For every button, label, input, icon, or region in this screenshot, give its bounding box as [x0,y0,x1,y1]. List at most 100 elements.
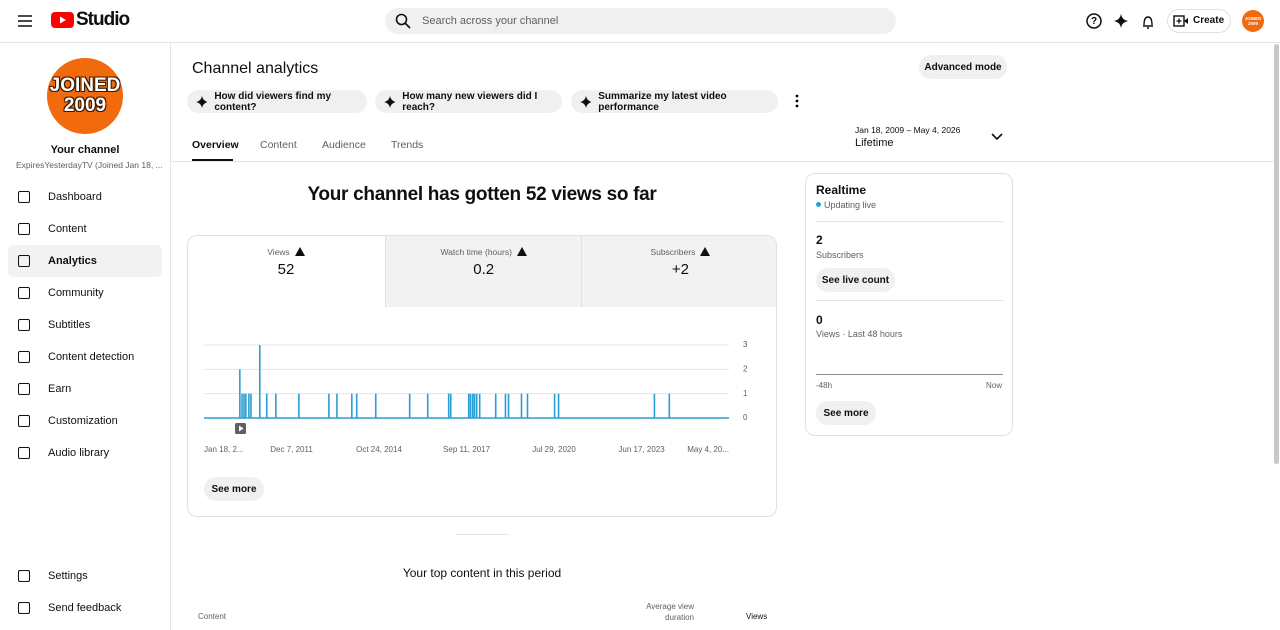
nav-icon [18,447,30,459]
prompt-chip[interactable]: How many new viewers did I reach? [375,90,562,113]
create-button[interactable] [1167,9,1231,33]
realtime-subs-value: 2 [816,233,823,247]
search-icon [395,13,411,29]
nav-icon [18,223,30,235]
warning-icon [294,247,305,256]
nav-item[interactable]: Earn [8,373,162,405]
overview-card: Views 52 Watch time (hours) 0.2 Subscribers +… [187,235,777,517]
nav-label: Analytics [48,255,97,267]
tab[interactable]: Trends [391,139,424,151]
column-header: Average view duration [646,602,694,622]
period-chevron[interactable] [991,133,1003,141]
live-count-button[interactable]: See live count [816,268,895,292]
tab-underline [192,159,233,161]
advanced-mode-button[interactable]: Advanced mode [919,55,1007,79]
tab[interactable]: Audience [322,139,366,151]
logo-icon[interactable] [51,12,75,29]
divider [455,534,509,535]
nav-item[interactable]: Dashboard [8,181,162,213]
metric-label-row: Views [188,247,384,257]
nav-label: Audio library [48,447,110,459]
nav-icon [18,255,30,267]
page-title: Channel analytics [192,60,319,77]
metric-label-row: Watch time (hours) [386,247,582,257]
nav-icon [18,570,30,582]
avatar-line: JOINED [1244,16,1262,21]
scrollbar[interactable] [1274,44,1279,464]
nav-item[interactable]: Analytics [8,245,162,277]
account-avatar[interactable]: JOINED 2009 [1242,10,1264,32]
nav-label: Content detection [48,351,135,363]
tab[interactable]: Overview [192,139,239,151]
metric-tab[interactable]: Views 52 [188,236,384,307]
prompt-label: How many new viewers did I reach? [402,90,538,113]
nav-label: Send feedback [48,602,122,614]
logo-text[interactable]: Studio [76,9,130,30]
divider [171,161,1275,162]
metric-label: Watch time (hours) [440,247,512,257]
create-label[interactable]: Create [1193,15,1225,26]
period[interactable]: Lifetime [855,137,894,149]
nav-item[interactable]: Audio library [8,437,162,469]
realtime-status: Updating live [824,200,877,210]
header [0,0,1280,43]
search-box[interactable] [385,8,896,34]
prompt-chip[interactable]: How did viewers find my content? [187,90,367,113]
tab[interactable]: Content [260,139,297,151]
nav-label: Community [48,287,104,299]
nav-icon [18,415,30,427]
menu-button[interactable] [17,14,33,28]
metric-tab[interactable]: Watch time (hours) 0.2 [384,236,582,307]
realtime-card [805,173,1013,436]
prompt-label: How did viewers find my content? [214,90,332,113]
divider [816,300,1003,301]
nav-icon [18,351,30,363]
realtime-views-value: 0 [816,313,823,327]
channel-name: ExpiresYesterdayTV (Joined Jan 18, ... [16,160,163,170]
warning-icon [700,247,711,256]
nav-icon [18,287,30,299]
nav-item[interactable]: Content detection [8,341,162,373]
realtime-views-label: Views · Last 48 hours [816,329,903,339]
avatar-line: 2009 [63,95,107,116]
sparkle-icon [384,95,396,108]
metric-label: Views [267,247,290,257]
channel-title: Your channel [50,144,120,156]
column-header: Views [746,612,768,621]
nav-icon [18,319,30,331]
nav-icon [18,602,30,614]
sidebar [0,43,171,630]
divider [816,221,1003,222]
headline: Your channel has gotten 52 views so far [307,184,657,205]
avatar-line: JOINED [49,75,121,96]
prompt-chip[interactable]: Summarize my latest video performance [571,90,778,113]
realtime-title: Realtime [816,183,867,197]
realtime-axis-start: -48h [816,381,833,390]
nav-label: Subtitles [48,319,91,331]
header-icons[interactable]: ? [1086,12,1156,30]
column-header: Content [198,612,227,621]
realtime-subs-label: Subscribers [816,250,864,260]
nav-icon [18,191,30,203]
nav-item[interactable]: Community [8,277,162,309]
nav-item[interactable]: Send feedback [8,592,162,624]
more-menu[interactable] [793,94,801,108]
nav-label: Earn [48,383,72,395]
realtime-more-button[interactable]: See more [816,401,876,425]
nav-item[interactable]: Subtitles [8,309,162,341]
metric-tab[interactable]: Subscribers +2 [581,236,776,307]
realtime-axis-end: Now [986,381,1003,390]
metric-label-row: Subscribers [582,247,776,257]
nav-item[interactable]: Settings [8,560,162,592]
nav-item[interactable]: Customization [8,405,162,437]
nav-item[interactable]: Content [8,213,162,245]
date-range[interactable]: Jan 18, 2009 – May 4, 2026 [855,125,961,135]
search-placeholder: Search across your channel [422,15,559,27]
create-icon [1173,15,1188,27]
warning-icon [516,247,527,256]
channel-avatar[interactable]: JOINED 2009 [47,58,123,134]
prompt-label: Summarize my latest video performance [598,90,727,113]
see-more-button[interactable]: See more [204,477,264,501]
